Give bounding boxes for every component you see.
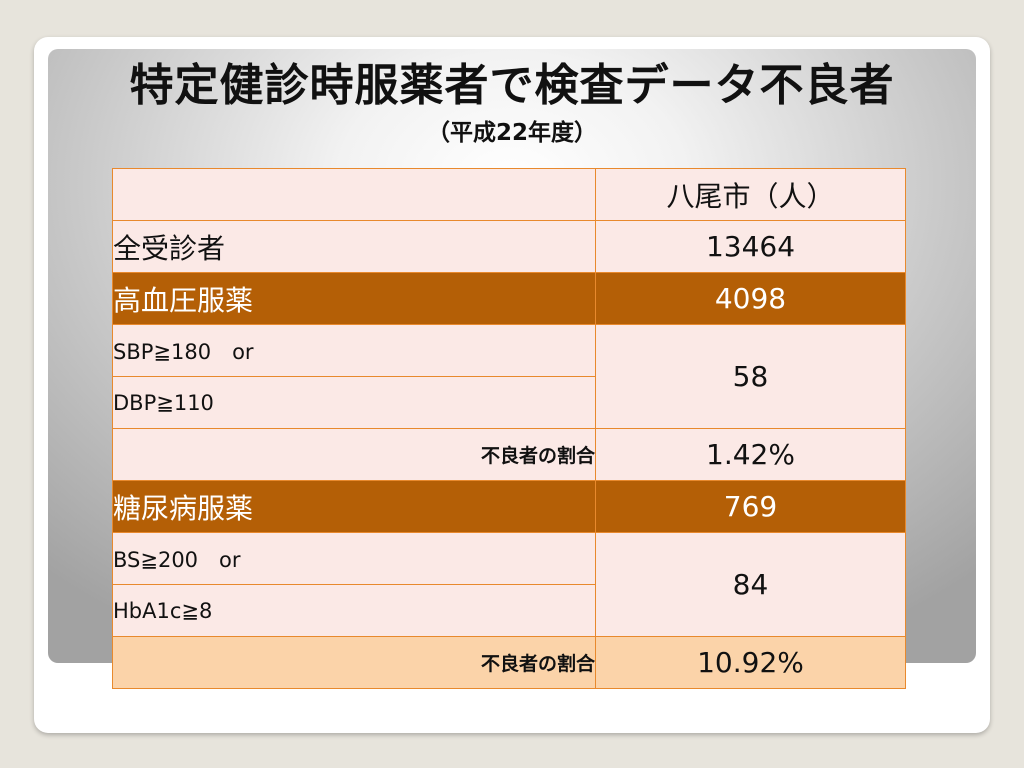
hypertension-poor-count: 58 bbox=[595, 324, 906, 429]
total-value: 13464 bbox=[595, 220, 906, 273]
header-label-cell bbox=[112, 168, 596, 221]
table-header-row: 八尾市（人） bbox=[112, 168, 906, 221]
header-column-cell: 八尾市（人） bbox=[595, 168, 906, 221]
hypertension-criteria-row: SBP≧180 or 58 bbox=[112, 324, 906, 429]
diabetes-value: 769 bbox=[595, 480, 906, 533]
diabetes-ratio-row: 不良者の割合 10.92% bbox=[112, 636, 906, 689]
hypertension-ratio-value: 1.42% bbox=[595, 428, 906, 481]
diabetes-ratio-value: 10.92% bbox=[595, 636, 906, 689]
hypertension-label: 高血圧服薬 bbox=[112, 272, 596, 325]
total-row: 全受診者 13464 bbox=[112, 220, 906, 273]
page-subtitle: （平成22年度） bbox=[426, 120, 597, 146]
dbp-criterion: DBP≧110 bbox=[112, 376, 596, 429]
bs-criterion: BS≧200 or bbox=[112, 532, 596, 585]
diabetes-row: 糖尿病服薬 769 bbox=[112, 480, 906, 533]
page-title: 特定健診時服薬者で検査データ不良者 bbox=[129, 60, 895, 111]
hypertension-criteria-row: DBP≧110 bbox=[112, 376, 906, 429]
hypertension-row: 高血圧服薬 4098 bbox=[112, 272, 906, 325]
diabetes-criteria-row: BS≧200 or 84 bbox=[112, 532, 906, 637]
diabetes-criteria-row: HbA1c≧8 bbox=[112, 584, 906, 637]
hba1c-criterion: HbA1c≧8 bbox=[112, 584, 596, 637]
hypertension-ratio-label: 不良者の割合 bbox=[112, 428, 596, 481]
hypertension-ratio-row: 不良者の割合 1.42% bbox=[112, 428, 906, 481]
diabetes-ratio-label: 不良者の割合 bbox=[112, 636, 596, 689]
data-table: 八尾市（人） 全受診者 13464 高血圧服薬 4098 SBP≧180 or … bbox=[112, 168, 906, 689]
sbp-criterion: SBP≧180 or bbox=[112, 324, 596, 377]
hypertension-value: 4098 bbox=[595, 272, 906, 325]
diabetes-label: 糖尿病服薬 bbox=[112, 480, 596, 533]
total-label: 全受診者 bbox=[112, 220, 596, 273]
diabetes-poor-count: 84 bbox=[595, 532, 906, 637]
